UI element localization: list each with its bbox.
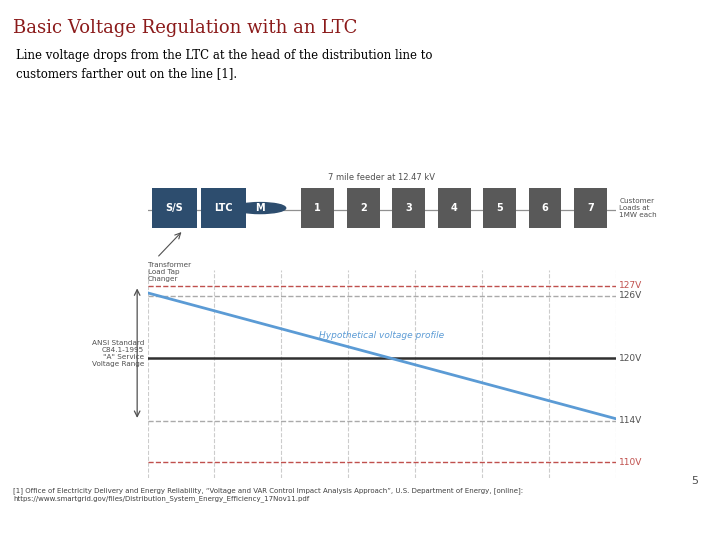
Circle shape [234, 202, 286, 213]
FancyBboxPatch shape [347, 188, 379, 228]
FancyBboxPatch shape [483, 188, 516, 228]
Text: Line voltage drops from the LTC at the head of the distribution line to: Line voltage drops from the LTC at the h… [16, 49, 432, 62]
Text: 127V: 127V [619, 281, 642, 290]
Text: S/S: S/S [166, 203, 184, 213]
FancyBboxPatch shape [438, 188, 470, 228]
Text: 114V: 114V [619, 416, 642, 425]
Text: Transformer
Load Tap
Changer: Transformer Load Tap Changer [148, 262, 191, 282]
Text: https://www.smartgrid.gov/files/Distribution_System_Energy_Efficiency_17Nov11.pd: https://www.smartgrid.gov/files/Distribu… [13, 495, 309, 502]
Text: 1: 1 [315, 203, 321, 213]
Text: 7: 7 [587, 203, 594, 213]
Text: 5: 5 [691, 476, 698, 486]
FancyBboxPatch shape [302, 188, 334, 228]
Text: Basic Voltage Regulation with an LTC: Basic Voltage Regulation with an LTC [13, 19, 357, 37]
Text: ANSI Standard
C84.1-1995
"A" Service
Voltage Range: ANSI Standard C84.1-1995 "A" Service Vol… [91, 340, 144, 367]
Text: 6: 6 [541, 203, 549, 213]
FancyBboxPatch shape [202, 188, 246, 228]
Text: customers farther out on the line [1].: customers farther out on the line [1]. [16, 67, 237, 80]
Text: 126V: 126V [619, 292, 642, 300]
Text: 110V: 110V [619, 458, 642, 467]
Text: Hypothetical voltage profile: Hypothetical voltage profile [319, 330, 444, 340]
Text: 7 mile feeder at 12.47 kV: 7 mile feeder at 12.47 kV [328, 173, 435, 182]
FancyBboxPatch shape [528, 188, 562, 228]
Text: 2: 2 [360, 203, 366, 213]
Text: [1] Office of Electricity Delivery and Energy Reliability, “Voltage and VAR Cont: [1] Office of Electricity Delivery and E… [13, 487, 523, 494]
Text: IOWA STATE UNIVERSITY: IOWA STATE UNIVERSITY [13, 514, 218, 528]
Text: M: M [255, 203, 265, 213]
FancyBboxPatch shape [574, 188, 607, 228]
Text: LTC: LTC [215, 203, 233, 213]
Text: 5: 5 [496, 203, 503, 213]
Text: 3: 3 [405, 203, 412, 213]
Text: 4: 4 [451, 203, 457, 213]
FancyBboxPatch shape [153, 188, 197, 228]
FancyBboxPatch shape [392, 188, 425, 228]
Text: 120V: 120V [619, 354, 642, 363]
Text: Customer
Loads at
1MW each: Customer Loads at 1MW each [619, 198, 657, 218]
